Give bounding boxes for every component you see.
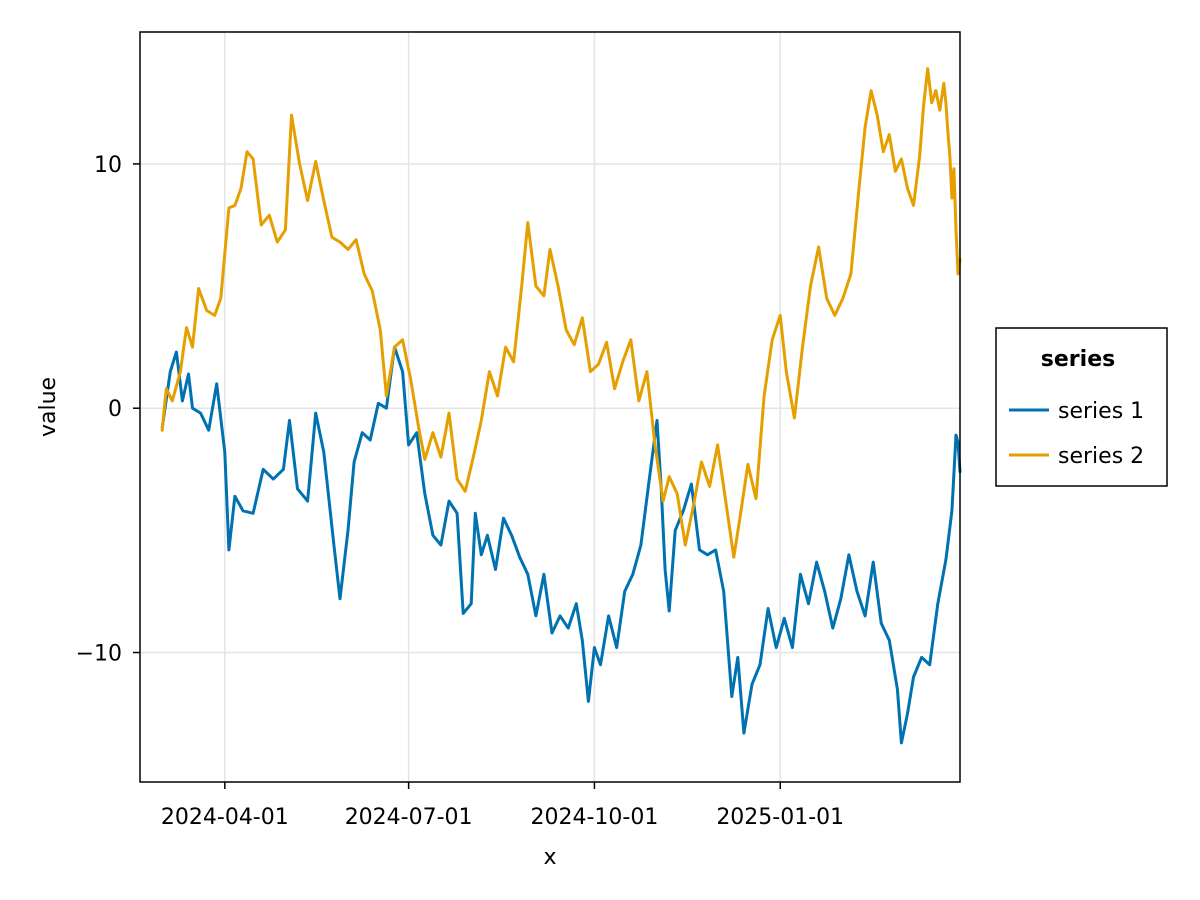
x-tick-label: 2024-07-01 <box>345 805 473 830</box>
y-axis-label: value <box>36 377 61 437</box>
x-tick-label: 2024-04-01 <box>161 805 289 830</box>
legend: series series 1 series 2 <box>995 327 1168 487</box>
axes: 2024-04-01 2024-07-01 2024-10-01 2025-01-01… <box>76 153 845 830</box>
x-axis-label: x <box>543 845 556 870</box>
legend-label-series-1: series 1 <box>1058 399 1144 424</box>
grid <box>140 32 960 782</box>
y-tick-label: −10 <box>76 642 122 667</box>
series-line-series-2 <box>160 67 962 559</box>
x-tick-label: 2025-01-01 <box>716 805 844 830</box>
y-tick-label: 0 <box>108 397 122 422</box>
series-line-series-1 <box>160 345 962 745</box>
x-tick-label: 2024-10-01 <box>531 805 659 830</box>
legend-title: series <box>1041 347 1115 372</box>
plot-frame <box>139 31 961 783</box>
y-tick-label: 10 <box>94 153 122 178</box>
series-lines <box>160 67 962 745</box>
legend-box <box>995 327 1168 487</box>
legend-label-series-2: series 2 <box>1058 444 1144 469</box>
